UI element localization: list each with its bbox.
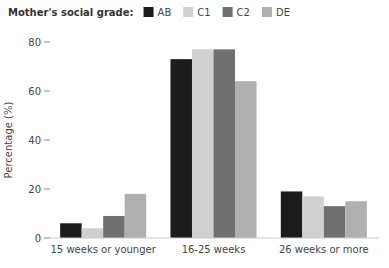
bars (60, 49, 367, 238)
bar (302, 196, 324, 238)
bar (103, 216, 125, 238)
y-tick-label: 20 (28, 184, 41, 195)
x-tick-label: 26 weeks or more (279, 244, 369, 255)
x-axis: 15 weeks or younger 16-25 weeks 26 weeks o… (48, 238, 379, 255)
y-tick-label: 80 (28, 37, 41, 48)
x-tick-label: 16-25 weeks (182, 244, 246, 255)
bar (214, 49, 236, 238)
y-tick-label: 60 (28, 86, 41, 97)
legend-label: DE (276, 7, 290, 18)
y-tick (44, 42, 50, 43)
legend-label: C2 (237, 7, 250, 18)
bar (125, 194, 147, 238)
y-axis-label: Percentage (%) (3, 102, 14, 179)
chart: Mother's social grade: AB C1 C2 DE 0 20 40 60 80 P… (0, 0, 389, 268)
legend-title: Mother's social grade: (8, 7, 134, 18)
legend-swatch (262, 7, 272, 17)
bar (324, 206, 346, 238)
y-tick (44, 140, 50, 141)
bar (60, 223, 82, 238)
bar (170, 59, 192, 238)
y-axis: 0 20 40 60 80 (28, 37, 50, 244)
bar (235, 81, 257, 238)
x-axis-line (48, 238, 379, 239)
legend-swatch (183, 7, 193, 17)
y-tick (44, 91, 50, 92)
y-tick (44, 189, 50, 190)
y-tick-label: 40 (28, 135, 41, 146)
y-tick-label: 0 (35, 233, 41, 244)
bar (82, 228, 104, 238)
legend-label: C1 (197, 7, 210, 18)
legend-swatch (144, 7, 154, 17)
bar (345, 201, 367, 238)
bar (281, 191, 303, 238)
legend-swatch (223, 7, 233, 17)
legend-label: AB (158, 7, 172, 18)
legend: Mother's social grade: AB C1 C2 DE (8, 7, 290, 18)
x-tick-label: 15 weeks or younger (51, 244, 157, 255)
bar (192, 49, 214, 238)
